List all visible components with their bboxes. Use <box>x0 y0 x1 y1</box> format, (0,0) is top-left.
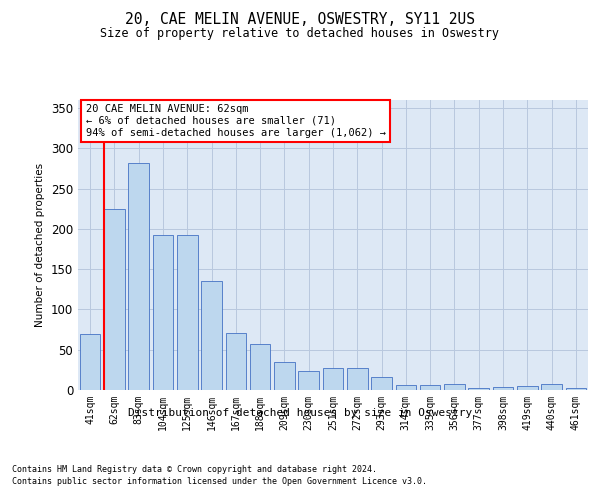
Bar <box>128 163 149 390</box>
Bar <box>371 377 392 390</box>
Bar <box>395 385 416 390</box>
Text: Distribution of detached houses by size in Oswestry: Distribution of detached houses by size … <box>128 408 472 418</box>
Text: Contains public sector information licensed under the Open Government Licence v3: Contains public sector information licen… <box>12 478 427 486</box>
Bar <box>517 386 538 390</box>
Bar <box>226 333 246 390</box>
Y-axis label: Number of detached properties: Number of detached properties <box>35 163 46 327</box>
Bar <box>274 362 295 390</box>
Bar <box>541 384 562 390</box>
Text: Size of property relative to detached houses in Oswestry: Size of property relative to detached ho… <box>101 28 499 40</box>
Bar <box>420 385 440 390</box>
Bar <box>152 234 173 390</box>
Text: 20, CAE MELIN AVENUE, OSWESTRY, SY11 2US: 20, CAE MELIN AVENUE, OSWESTRY, SY11 2US <box>125 12 475 28</box>
Text: 20 CAE MELIN AVENUE: 62sqm
← 6% of detached houses are smaller (71)
94% of semi-: 20 CAE MELIN AVENUE: 62sqm ← 6% of detac… <box>86 104 386 138</box>
Bar <box>177 234 197 390</box>
Bar <box>493 387 514 390</box>
Bar <box>566 388 586 390</box>
Bar <box>444 384 465 390</box>
Bar <box>201 281 222 390</box>
Bar <box>250 344 271 390</box>
Text: Contains HM Land Registry data © Crown copyright and database right 2024.: Contains HM Land Registry data © Crown c… <box>12 465 377 474</box>
Bar <box>347 368 368 390</box>
Bar <box>298 370 319 390</box>
Bar <box>104 209 125 390</box>
Bar <box>80 334 100 390</box>
Bar <box>469 388 489 390</box>
Bar <box>323 368 343 390</box>
